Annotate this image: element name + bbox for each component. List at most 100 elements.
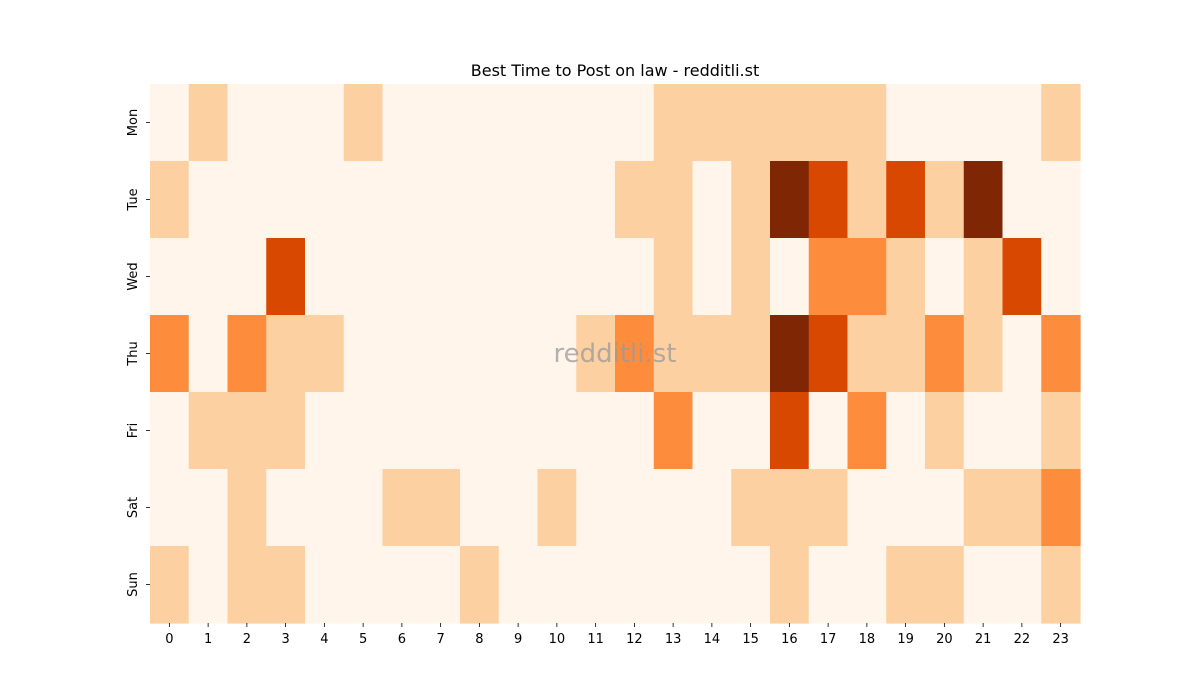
x-tick-label-5: 5 (359, 632, 367, 647)
heatmap-cell-wed-14 (692, 238, 732, 316)
heatmap-cell-sun-17 (808, 546, 849, 624)
heatmap-cell-wed-3 (266, 238, 306, 316)
heatmap-cell-sun-9 (498, 546, 539, 624)
heatmap-cell-tue-9 (498, 161, 539, 239)
y-tick-label-fri: Fri (126, 423, 141, 439)
heatmap-cell-tue-14 (692, 161, 732, 239)
heatmap-cell-sun-10 (537, 546, 577, 624)
heatmap-cell-sun-7 (421, 546, 461, 624)
x-tick-label-18: 18 (859, 632, 876, 647)
heatmap-cell-tue-23 (1041, 161, 1081, 239)
x-tick-label-23: 23 (1052, 632, 1069, 647)
x-tick-label-12: 12 (626, 632, 643, 647)
heatmap-cell-fri-2 (227, 392, 267, 470)
heatmap-cell-sat-16 (770, 469, 810, 547)
y-tick-label-sat: Sat (126, 497, 141, 518)
heatmap-cell-fri-1 (188, 392, 229, 470)
heatmap-cell-sun-16 (770, 546, 810, 624)
heatmap-cell-sun-23 (1041, 546, 1081, 624)
heatmap-cell-sun-20 (925, 546, 965, 624)
heatmap-cell-mon-21 (963, 84, 1004, 162)
heatmap-cell-mon-6 (382, 84, 422, 162)
heatmap-cell-mon-16 (770, 84, 810, 162)
heatmap-cell-wed-2 (227, 238, 267, 316)
heatmap-cell-wed-19 (886, 238, 926, 316)
heatmap-cell-sun-3 (266, 546, 306, 624)
heatmap-cell-sun-8 (460, 546, 500, 624)
x-tick-label-4: 4 (320, 632, 328, 647)
heatmap-cell-fri-21 (963, 392, 1004, 470)
heatmap-cell-mon-4 (305, 84, 345, 162)
heatmap-cell-tue-11 (576, 161, 616, 239)
heatmap-cell-thu-15 (731, 315, 771, 393)
heatmap-cell-wed-9 (498, 238, 539, 316)
heatmap-cell-sat-11 (576, 469, 616, 547)
heatmap-cell-thu-16 (770, 315, 810, 393)
heatmap-cell-sat-6 (382, 469, 422, 547)
heatmap-cell-thu-12 (615, 315, 655, 393)
x-tick-label-19: 19 (897, 632, 914, 647)
heatmap-cell-fri-17 (808, 392, 849, 470)
heatmap-cell-fri-0 (150, 392, 190, 470)
heatmap-cell-tue-6 (382, 161, 422, 239)
heatmap-cell-sat-3 (266, 469, 306, 547)
heatmap-cell-thu-7 (421, 315, 461, 393)
heatmap-cell-thu-22 (1002, 315, 1042, 393)
heatmap-cell-wed-15 (731, 238, 771, 316)
heatmap-cell-tue-16 (770, 161, 810, 239)
y-tick-label-wed: Wed (126, 262, 141, 290)
heatmap-cell-wed-20 (925, 238, 965, 316)
heatmap-cell-tue-1 (188, 161, 229, 239)
heatmap-cell-sun-6 (382, 546, 422, 624)
heatmap-cell-thu-10 (537, 315, 577, 393)
heatmap-cell-thu-23 (1041, 315, 1081, 393)
heatmap-cell-thu-2 (227, 315, 267, 393)
y-tick-label-tue: Tue (126, 188, 141, 211)
heatmap-cell-mon-8 (460, 84, 500, 162)
heatmap-cell-fri-16 (770, 392, 810, 470)
heatmap-cell-mon-18 (847, 84, 887, 162)
y-tick-label-mon: Mon (126, 109, 141, 136)
heatmap-cell-wed-7 (421, 238, 461, 316)
heatmap-cell-tue-22 (1002, 161, 1042, 239)
x-tick-label-9: 9 (514, 632, 522, 647)
heatmap-cell-wed-1 (188, 238, 229, 316)
heatmap-cell-mon-15 (731, 84, 771, 162)
heatmap-cell-thu-18 (847, 315, 887, 393)
heatmap-cell-sun-15 (731, 546, 771, 624)
heatmap-cell-mon-7 (421, 84, 461, 162)
x-tick-label-3: 3 (281, 632, 289, 647)
heatmap-cell-fri-5 (343, 392, 384, 470)
heatmap-cell-sun-21 (963, 546, 1004, 624)
heatmap-cell-mon-12 (615, 84, 655, 162)
x-tick-label-20: 20 (936, 632, 953, 647)
heatmap-cell-tue-21 (963, 161, 1004, 239)
heatmap-cell-thu-11 (576, 315, 616, 393)
heatmap-cell-sun-0 (150, 546, 190, 624)
heatmap-cell-sun-13 (653, 546, 694, 624)
heatmap-cells (150, 84, 1081, 624)
heatmap-cell-tue-5 (343, 161, 384, 239)
y-tick-label-thu: Thu (126, 341, 141, 366)
heatmap-cell-fri-19 (886, 392, 926, 470)
heatmap-cell-tue-18 (847, 161, 887, 239)
x-tick-label-17: 17 (820, 632, 837, 647)
heatmap-cell-thu-21 (963, 315, 1004, 393)
heatmap-cell-sun-1 (188, 546, 229, 624)
heatmap-cell-sat-15 (731, 469, 771, 547)
x-tick-label-15: 15 (742, 632, 759, 647)
heatmap-cell-sat-19 (886, 469, 926, 547)
heatmap-cell-mon-5 (343, 84, 384, 162)
heatmap-cell-sat-9 (498, 469, 539, 547)
heatmap-cell-thu-19 (886, 315, 926, 393)
x-tick-label-8: 8 (475, 632, 483, 647)
heatmap-cell-tue-4 (305, 161, 345, 239)
heatmap-cell-fri-12 (615, 392, 655, 470)
heatmap-cell-sat-10 (537, 469, 577, 547)
heatmap-cell-mon-2 (227, 84, 267, 162)
heatmap-cell-sat-12 (615, 469, 655, 547)
x-tick-label-2: 2 (243, 632, 251, 647)
heatmap-cell-sun-14 (692, 546, 732, 624)
x-tick-label-1: 1 (204, 632, 212, 647)
heatmap-cell-sat-1 (188, 469, 229, 547)
